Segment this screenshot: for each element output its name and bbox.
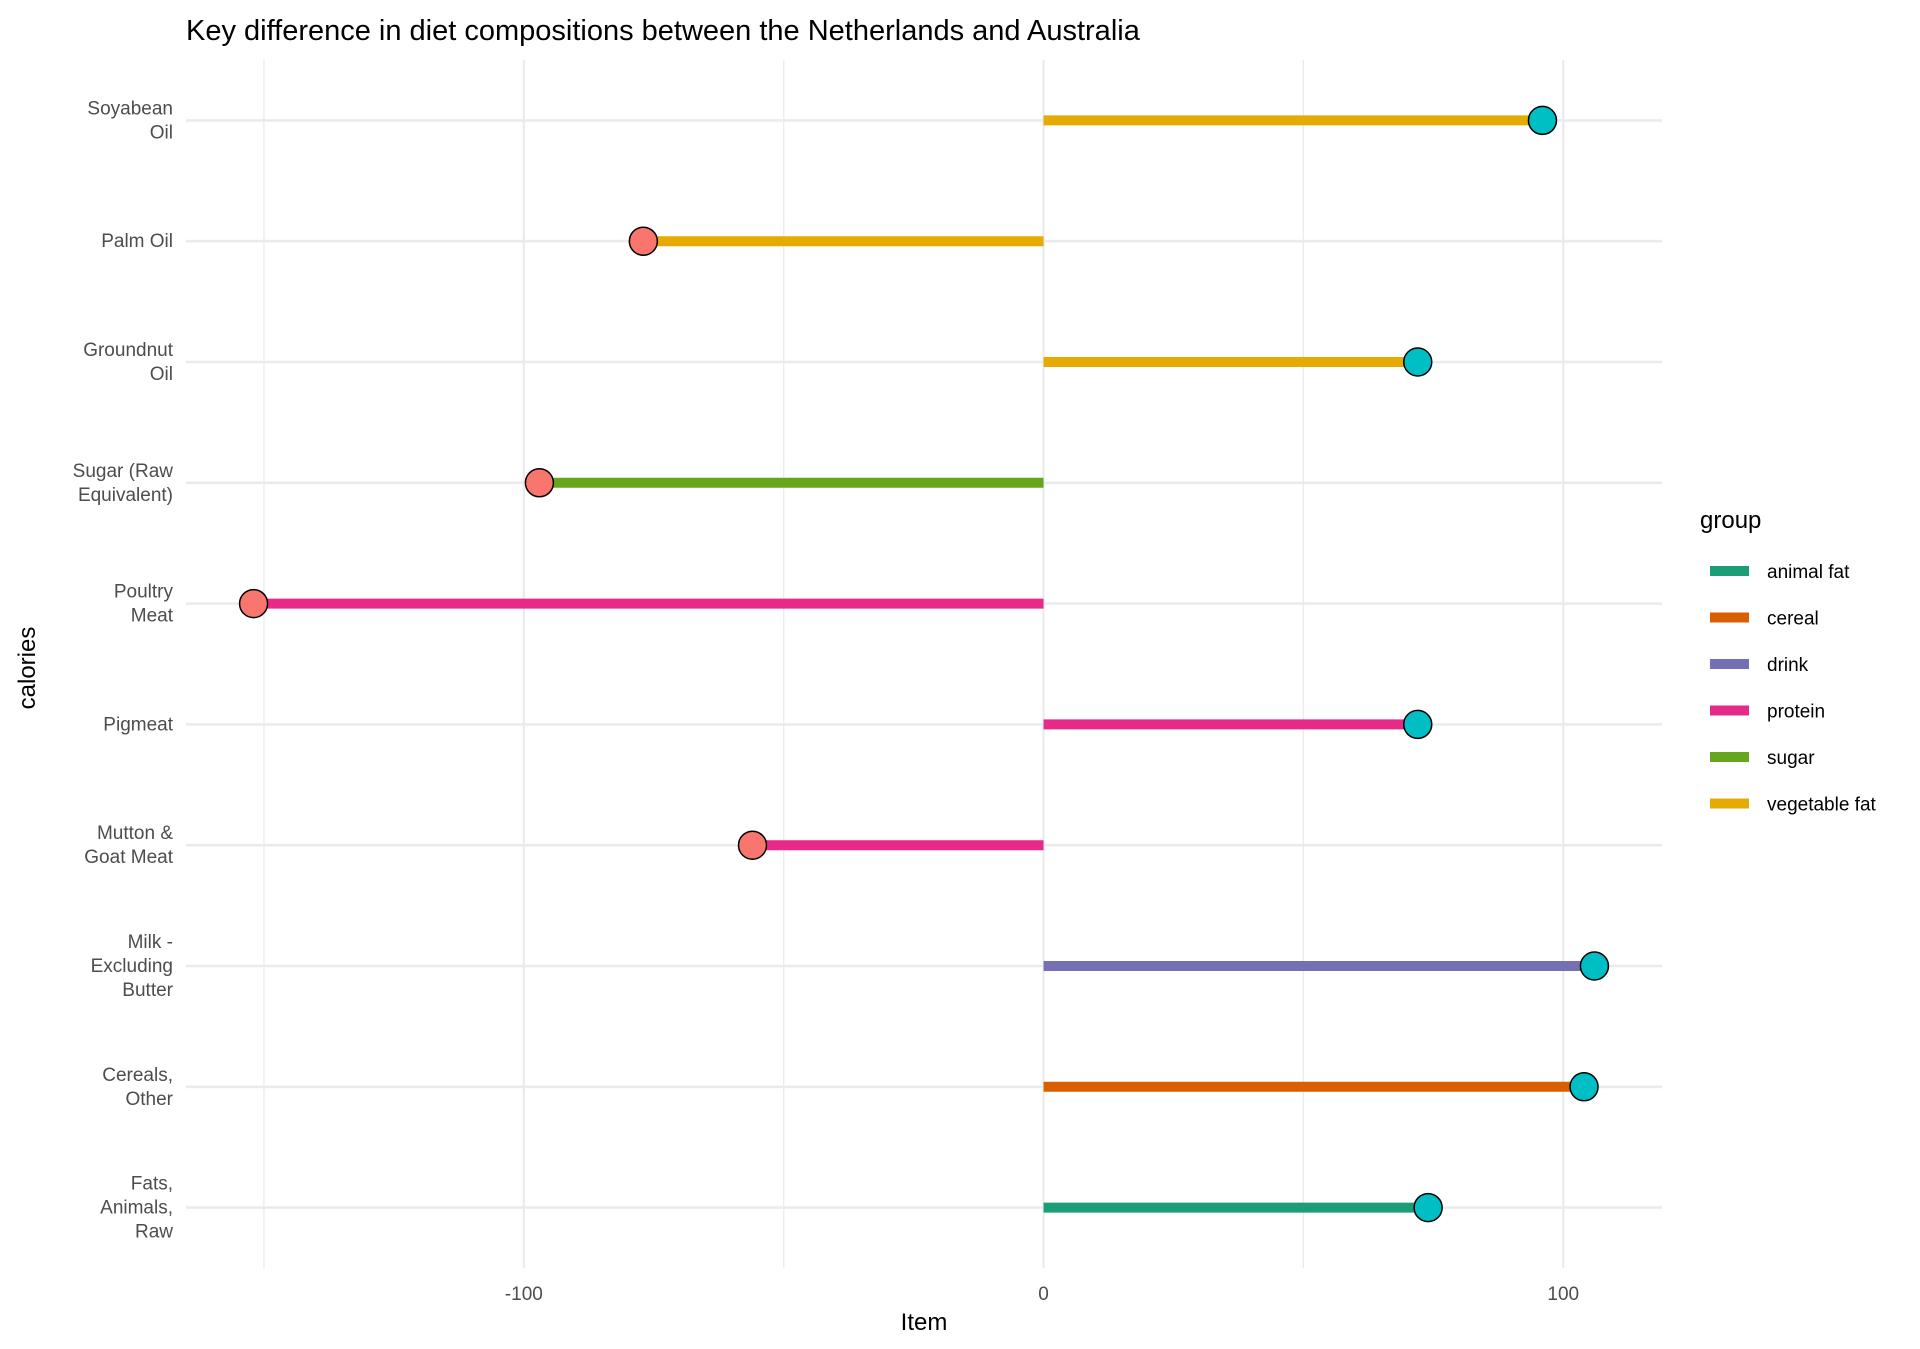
legend-swatch <box>1710 705 1749 716</box>
legend-label: animal fat <box>1767 562 1850 583</box>
y-tick-label: Poultry Meat <box>114 582 174 627</box>
y-tick-label: Mutton & Goat Meat <box>84 823 173 868</box>
y-tick-label: Palm Oil <box>101 231 173 252</box>
y-tick-label: Pigmeat <box>103 714 173 735</box>
lollipop-point <box>238 588 269 619</box>
x-tick-labels: -100 0 100 <box>505 1284 1579 1305</box>
lollipop-point <box>524 468 555 498</box>
legend-swatch <box>1710 566 1749 576</box>
x-tick-label: 100 <box>1547 1284 1579 1305</box>
x-tick-label: 0 <box>1038 1284 1049 1305</box>
lollipop-point <box>628 226 659 256</box>
y-tick-label: Cereals, Other <box>102 1065 173 1110</box>
lollipop-point <box>1413 1192 1443 1223</box>
y-tick-labels: Soyabean Oil Palm Oil Groundnut Oil Sugar (Ra… <box>73 98 174 1242</box>
lollipop-point <box>1402 347 1433 377</box>
lollipop-point <box>1569 1072 1599 1102</box>
legend-title: group <box>1700 507 1761 534</box>
lollipop-point <box>737 830 768 860</box>
y-tick-label: Sugar (Raw Equivalent) <box>73 461 174 506</box>
y-tick-label: Soyabean Oil <box>87 98 173 143</box>
y-tick-label: Groundnut Oil <box>83 340 174 385</box>
lollipop-point <box>1402 709 1433 740</box>
y-tick-label: Milk -Excluding Butter <box>91 932 174 1001</box>
y-axis-title: calories <box>14 627 41 710</box>
y-tick-label: Fats, Animals, Raw <box>100 1174 173 1243</box>
legend-swatch <box>1710 798 1749 809</box>
x-tick-label: -100 <box>505 1284 543 1305</box>
x-axis-title: Item <box>901 1309 948 1336</box>
legend-label: cereal <box>1767 609 1819 630</box>
legend-label: protein <box>1767 702 1825 723</box>
legend-swatch <box>1710 659 1749 669</box>
lollipop-point <box>1527 105 1558 136</box>
legend-label: drink <box>1767 655 1809 676</box>
legend-label: vegetable fat <box>1767 795 1877 816</box>
legend-label: sugar <box>1767 748 1815 769</box>
legend-swatch <box>1710 752 1749 762</box>
stem-layer <box>253 115 1595 1213</box>
point-layer <box>238 105 1610 1223</box>
legend: group animal fat cereal drink protein sugar v… <box>1700 507 1877 816</box>
chart-title: Key difference in diet compositions betw… <box>186 15 1141 47</box>
legend-swatch <box>1710 612 1749 623</box>
lollipop-point <box>1579 951 1610 981</box>
